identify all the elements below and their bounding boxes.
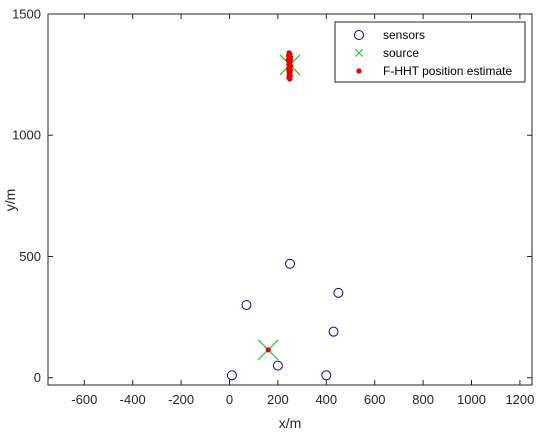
source-stroke — [355, 49, 363, 57]
x-tick-label: -400 — [120, 392, 146, 407]
sensor-point — [226, 370, 237, 381]
y-tick-label: 1000 — [12, 128, 41, 143]
x-tick-label: 600 — [364, 392, 386, 407]
y-tick-label: 500 — [19, 249, 41, 264]
x-tick-label: -200 — [168, 392, 194, 407]
x-tick-label: 800 — [412, 392, 434, 407]
legend: sensors source F-HHT position estimate — [334, 21, 526, 83]
estimate-point — [265, 347, 271, 353]
legend-label: F-HHT position estimate — [383, 64, 512, 78]
x-tick-label: 200 — [267, 392, 289, 407]
legend-marker — [355, 49, 363, 57]
y-tick-label: 1500 — [12, 7, 41, 22]
sensor-point — [285, 258, 295, 269]
x-tick-label: 0 — [226, 392, 233, 407]
legend-marker — [354, 30, 364, 40]
x-tick-label: 1000 — [457, 392, 486, 407]
sensor-point — [333, 287, 344, 298]
estimate-point — [287, 76, 293, 82]
data-marks — [226, 50, 344, 381]
series-f-hht-position-estimate — [265, 50, 294, 353]
legend-label: sensors — [383, 28, 425, 42]
series-sensors — [226, 258, 344, 381]
y-axis-label: y/m — [2, 189, 18, 212]
sensor-point — [321, 370, 332, 381]
sensor-point — [272, 360, 283, 371]
sensor-point — [241, 299, 252, 310]
legend-box — [334, 21, 526, 83]
x-tick-label: 1200 — [505, 392, 534, 407]
x-tick-label: -600 — [71, 392, 97, 407]
estimate-point — [286, 67, 292, 73]
axis-ticks: -600 -400 -200 0 200 400 600 800 1000 1200 0 500 100… — [12, 7, 534, 408]
x-tick-label: 400 — [315, 392, 337, 407]
estimate-point — [287, 57, 294, 63]
y-tick-label: 0 — [34, 370, 41, 385]
legend-label: source — [383, 46, 419, 60]
x-axis-label: x/m — [279, 415, 302, 431]
sensor-point — [328, 326, 339, 337]
legend-marker — [356, 68, 362, 74]
